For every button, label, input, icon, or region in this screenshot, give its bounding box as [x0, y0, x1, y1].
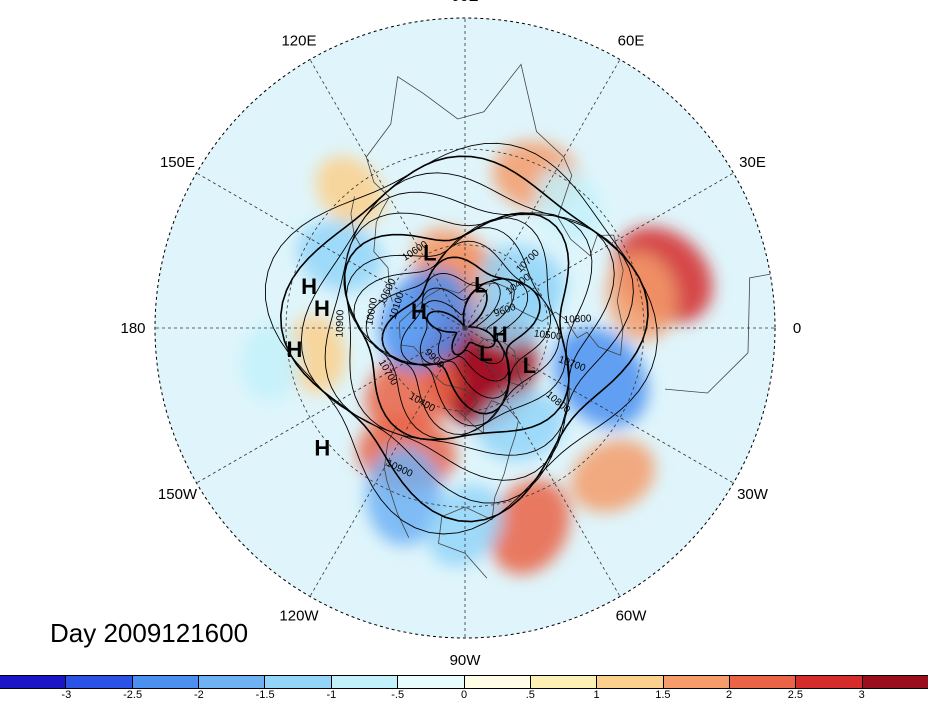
longitude-label: 0 [793, 320, 801, 337]
high-pressure-marker: H [286, 337, 302, 362]
anomaly-blob [489, 479, 571, 575]
colorbar-swatch [597, 676, 664, 688]
coastline [365, 63, 624, 356]
colorbar-tick-label: -3 [61, 689, 72, 701]
high-pressure-marker: H [301, 274, 317, 299]
colorbar-tick-label: 2.5 [787, 689, 804, 701]
low-pressure-marker: L [479, 341, 492, 366]
colorbar-swatch [265, 676, 332, 688]
longitude-label: 60E [618, 33, 645, 50]
high-pressure-marker: H [314, 436, 330, 461]
coastline [398, 281, 621, 356]
meridian-line [309, 59, 466, 329]
high-pressure-marker: H [492, 322, 508, 347]
contour-label: 10500 [533, 328, 562, 342]
longitude-label: 120W [279, 608, 319, 625]
colorbar-tick-label: -1 [326, 689, 337, 701]
coastline [664, 271, 775, 394]
anomaly-blob [285, 315, 347, 394]
longitude-labels: 90E 60E 30E 0 30W 60W 90W 120W 150W 180 150E 120E [120, 0, 801, 669]
colorbar-tick-label: -1.5 [255, 689, 275, 701]
coastline [350, 196, 362, 248]
longitude-label: 30E [739, 154, 766, 171]
colorbar-tick-label: 0 [460, 689, 468, 701]
colorbar-swatch [464, 676, 531, 688]
longitude-label: 150W [158, 486, 198, 503]
anomaly-blob [553, 327, 648, 428]
height-contour [264, 142, 658, 535]
colorbar-swatch [663, 676, 730, 688]
contour-label-group: 10000 [364, 297, 380, 327]
colorbar-tick-label: 3 [858, 689, 865, 701]
colorbar-swatch [66, 676, 133, 688]
colorbar-swatch [331, 676, 399, 688]
colorbar-tick-label: -2.5 [123, 689, 143, 701]
colorbar-tick-label: -.5 [391, 689, 405, 701]
colorbar-swatch [796, 676, 863, 688]
longitude-label: 150E [160, 154, 195, 171]
colorbar-tick-label: 1.5 [655, 689, 671, 701]
coastlines [350, 63, 775, 579]
low-pressure-marker: L [474, 273, 487, 298]
meridian-line [196, 172, 466, 329]
longitude-label: 120E [281, 33, 316, 50]
colorbar-tick-label: 1 [593, 689, 600, 701]
low-pressure-marker: L [523, 353, 536, 378]
longitude-label: 180 [120, 320, 145, 337]
contour-label: 10900 [335, 309, 347, 338]
longitude-label: 30W [737, 486, 769, 503]
anomaly-blob [478, 245, 566, 315]
map-boundary [154, 17, 776, 639]
parallel-circle [381, 244, 549, 412]
longitude-label: 60W [616, 608, 648, 625]
colorbar-tick-label: .5 [525, 689, 535, 701]
colorbar-tick-label: -2 [194, 689, 204, 701]
contour-label: 10800 [563, 313, 592, 325]
contour-label-group: 10800 [563, 313, 592, 325]
longitude-label: 90W [450, 652, 482, 669]
contour-label-group: 10500 [533, 328, 562, 342]
high-pressure-marker: H [314, 296, 330, 321]
colorbar-tick-label: 2 [726, 689, 733, 701]
meridian-line [196, 327, 466, 484]
meridian-line [309, 327, 466, 597]
colorbar [0, 675, 928, 689]
contour-label-group: 10900 [335, 309, 347, 338]
meridian-line [464, 327, 621, 597]
longitude-label: 90E [452, 0, 479, 5]
meridian-line [464, 327, 734, 484]
colorbar-swatch [0, 676, 67, 688]
meridian-line [464, 172, 734, 329]
high-pressure-marker: H [411, 299, 427, 324]
colorbar-swatch [729, 676, 797, 688]
colorbar-swatch [530, 676, 598, 688]
colorbar-swatch [862, 676, 928, 688]
parallel-circle [285, 148, 645, 508]
contour-label: 10000 [364, 297, 380, 327]
colorbar-labels: -3 -2.5 -2 -1.5 -1 -.5 0 .5 1 1.5 2 2.5 3 [0, 689, 928, 702]
coastline [478, 338, 525, 388]
map-title: Day 2009121600 [50, 618, 249, 648]
lat-lon-grid [155, 18, 775, 638]
low-pressure-marker: L [423, 241, 436, 266]
colorbar-swatch [132, 676, 200, 688]
colorbar-swatch [398, 676, 465, 688]
anomaly-blob [570, 439, 656, 513]
meridian-line [464, 59, 621, 329]
colorbar-swatch [199, 676, 266, 688]
